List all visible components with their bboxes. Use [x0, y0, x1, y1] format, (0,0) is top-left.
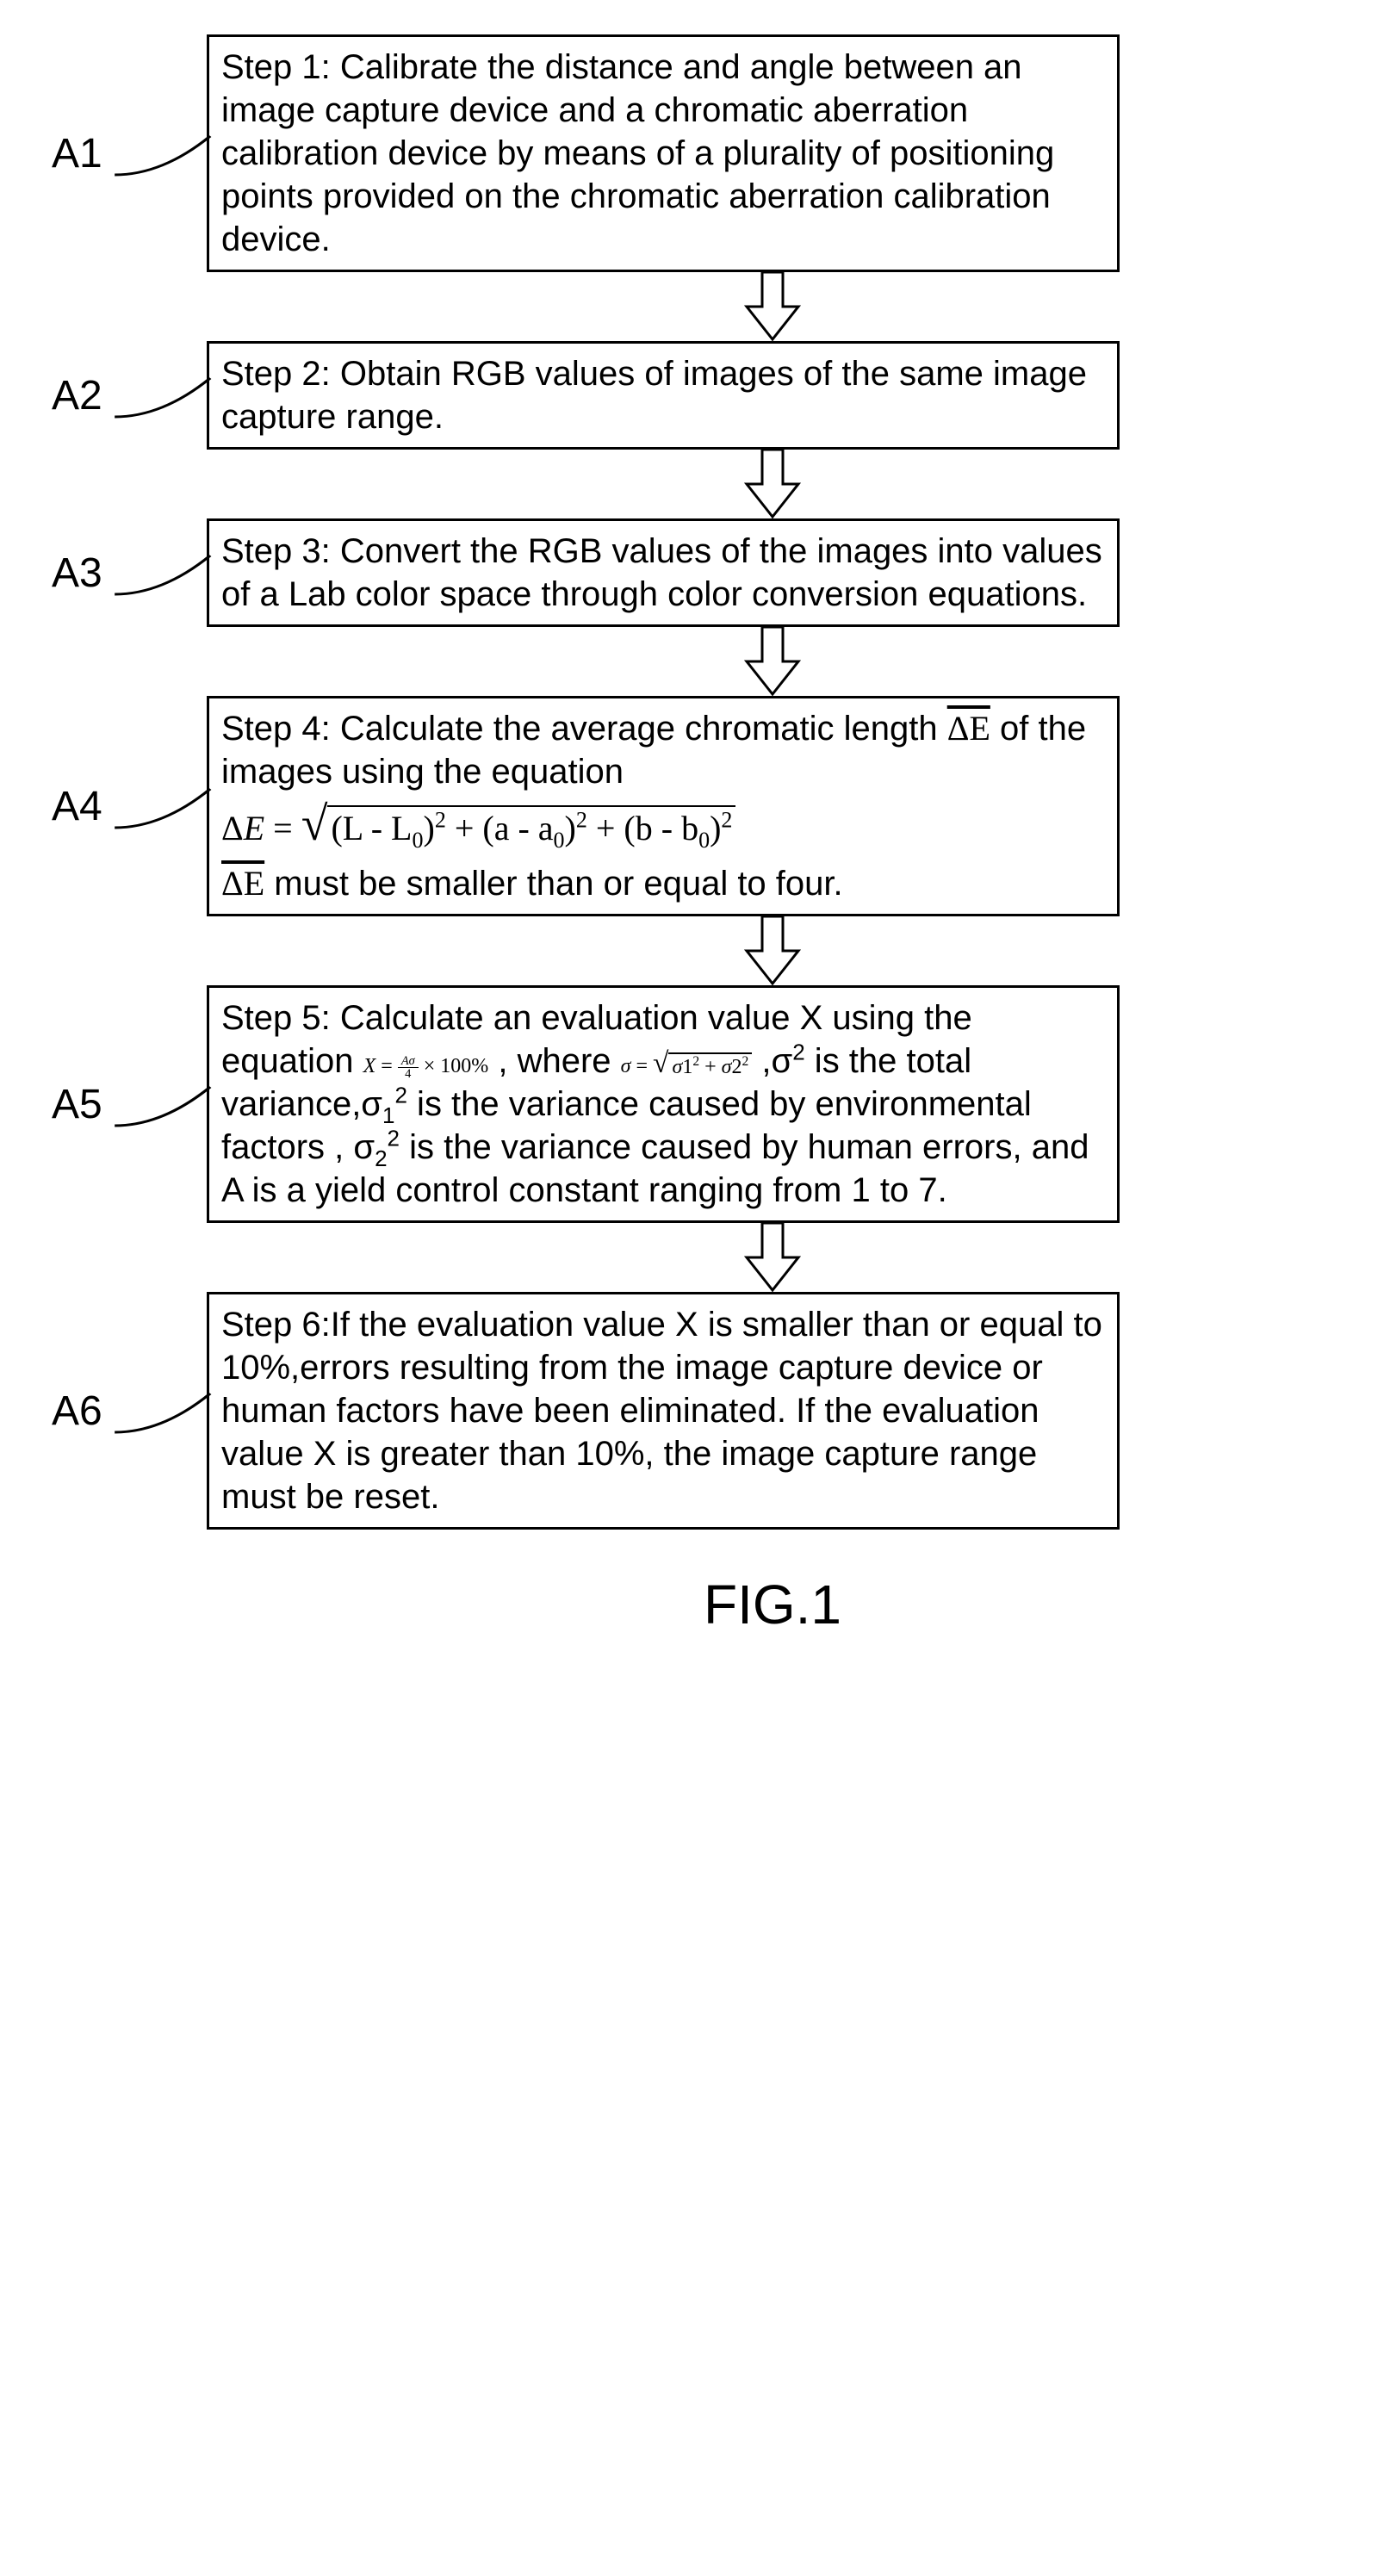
flowchart-row: A2 Step 2: Obtain RGB values of images o…: [52, 341, 1338, 450]
flowchart-row: A5 Step 5: Calculate an evaluation value…: [52, 985, 1338, 1223]
step-box-a1: Step 1: Calibrate the distance and angle…: [207, 34, 1120, 272]
step-box-a6: Step 6:If the evaluation value X is smal…: [207, 1292, 1120, 1530]
step-label-a4: A4: [52, 783, 102, 830]
step4-text-post: must be smaller than or equal to four.: [264, 865, 842, 903]
flowchart-row: A3 Step 3: Convert the RGB values of the…: [52, 518, 1338, 627]
step5-text-mid2: ,σ: [752, 1042, 792, 1080]
step-label-a5: A5: [52, 1081, 102, 1128]
down-arrow-icon: [734, 1223, 811, 1292]
sup-2c: 2: [388, 1126, 400, 1151]
x-formula: X = Aσ4 × 100%: [363, 1055, 489, 1077]
arrow-container: [52, 916, 1338, 985]
step-box-a5: Step 5: Calculate an evaluation value X …: [207, 985, 1120, 1223]
step-label-a6: A6: [52, 1387, 102, 1435]
delta-e-formula: ΔE = √(L - L0)2 + (a - a0)2 + (b - b0)2: [221, 805, 1105, 850]
step-label-a3: A3: [52, 549, 102, 597]
step-label-a1: A1: [52, 130, 102, 177]
step-label-container: A4: [52, 780, 207, 832]
sup-2b: 2: [394, 1083, 406, 1108]
step-label-container: A3: [52, 547, 207, 599]
arrow-container: [52, 1223, 1338, 1292]
step-box-a3: Step 3: Convert the RGB values of the im…: [207, 518, 1120, 627]
step5-text-mid1: , where: [488, 1042, 620, 1080]
step-box-a2: Step 2: Obtain RGB values of images of t…: [207, 341, 1120, 450]
sub-2: 2: [375, 1145, 387, 1171]
sigma-formula: σ = √σ12 + σ22: [621, 1055, 753, 1077]
leader-line: [109, 1078, 215, 1130]
down-arrow-icon: [734, 272, 811, 341]
leader-line: [109, 547, 215, 599]
step-label-container: A6: [52, 1385, 207, 1437]
down-arrow-icon: [734, 450, 811, 518]
step-label-container: A5: [52, 1078, 207, 1130]
flowchart-row: A4 Step 4: Calculate the average chromat…: [52, 696, 1338, 916]
leader-line: [109, 369, 215, 421]
arrow-container: [52, 272, 1338, 341]
figure-label: FIG.1: [549, 1573, 841, 1636]
down-arrow-icon: [734, 916, 811, 985]
leader-line: [109, 127, 215, 179]
arrow-container: [52, 627, 1338, 696]
down-arrow-icon: [734, 627, 811, 696]
flowchart-row: A6 Step 6:If the evaluation value X is s…: [52, 1292, 1338, 1530]
step-label-container: A2: [52, 369, 207, 421]
step-label-a2: A2: [52, 372, 102, 419]
step-label-container: A1: [52, 127, 207, 179]
step-box-a4: Step 4: Calculate the average chromatic …: [207, 696, 1120, 916]
leader-line: [109, 780, 215, 832]
delta-e-bar: ΔE: [947, 709, 990, 748]
sup-2: 2: [792, 1040, 804, 1065]
delta-e-bar-2: ΔE: [221, 864, 264, 903]
arrow-container: [52, 450, 1338, 518]
flowchart-row: A1 Step 1: Calibrate the distance and an…: [52, 34, 1338, 272]
sub-1: 1: [382, 1102, 394, 1128]
flowchart-container: A1 Step 1: Calibrate the distance and an…: [52, 34, 1338, 1636]
step4-text-pre: Step 4: Calculate the average chromatic …: [221, 710, 947, 748]
leader-line: [109, 1385, 215, 1437]
